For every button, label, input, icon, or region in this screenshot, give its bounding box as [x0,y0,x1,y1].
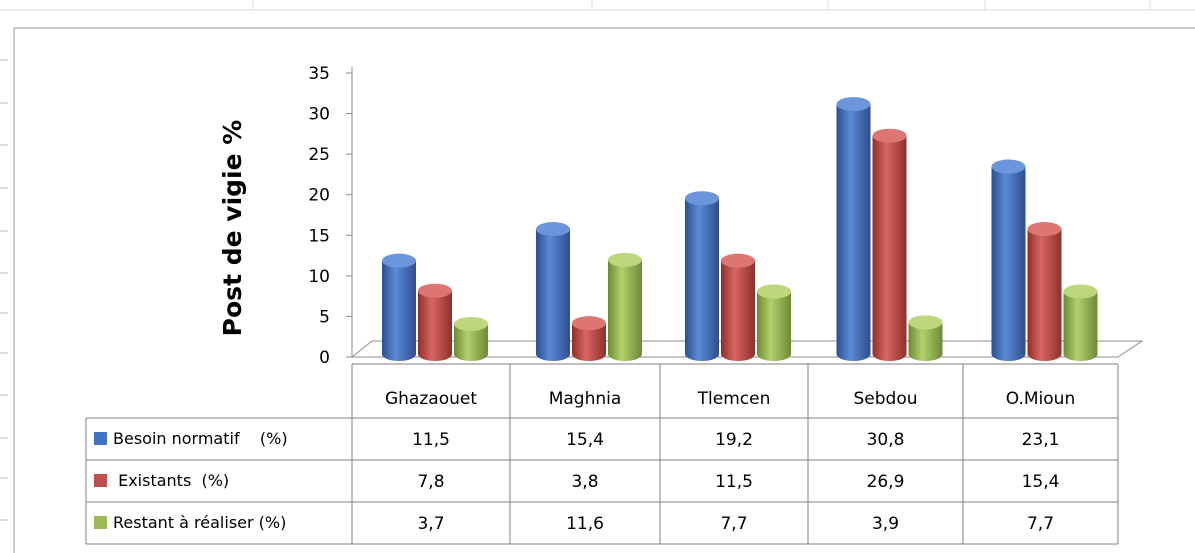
bar-existants-sebdou [872,128,907,361]
y-tick-label: 10 [308,267,330,287]
bar-body [836,104,871,361]
bar-top [572,316,606,331]
bar-body [908,322,943,361]
bar-body [872,135,907,361]
bar-top [908,315,943,330]
bar-existants-tlemcen [721,253,755,361]
bar-existants-maghnia [572,316,606,361]
data-label: 23,1 [1022,430,1060,450]
data-label: 15,4 [566,430,604,450]
y-tick-labels: 0 5 10 15 20 25 30 35 [308,64,352,368]
bar-top [872,128,907,143]
data-label: 11,6 [566,514,604,534]
bar-restant-tlemcen [757,284,791,361]
bar-body [608,259,642,361]
bar-body [536,229,570,361]
sheet-gridlines [0,0,1195,11]
y-tick-label: 15 [308,226,330,246]
data-label: 30,8 [867,430,905,450]
bar-top [382,253,416,268]
bar-body [1063,291,1098,361]
data-label: 11,5 [412,430,450,450]
legend-swatch [94,432,107,445]
bar-top [991,159,1026,174]
y-tick-label: 30 [308,105,330,125]
bar-existants-o.mioun [1027,222,1062,361]
bar-besoin-maghnia [536,222,570,361]
bar-body [757,291,791,361]
data-label: 19,2 [715,430,753,450]
bar-body [721,260,755,361]
bar-top [1027,222,1062,237]
bar-layer [382,97,1098,361]
legend-label: Besoin normatif (%) [113,429,288,448]
bar-restant-o.mioun [1063,284,1098,361]
bar-top [721,253,755,268]
bar-body [382,260,416,361]
data-label: 7,7 [1027,514,1054,534]
category-label: Tlemcen [697,389,771,409]
legend-swatch [94,474,107,487]
bar-body [1027,229,1062,361]
legend-label: Restant à réaliser (%) [113,513,286,532]
y-tick-label: 0 [319,348,330,368]
bar-body [418,290,452,361]
bar-body [991,166,1026,361]
y-tick-label: 5 [319,307,330,327]
data-table: Ghazaouet Maghnia Tlemcen Sebdou O.Mioun Beso… [85,363,1119,545]
data-label: 3,8 [571,472,598,492]
data-label: 3,7 [417,514,444,534]
bar-besoin-ghazaouet [382,253,416,361]
data-label: 11,5 [715,472,753,492]
bar-body [454,323,488,361]
y-tick-label: 35 [308,64,330,84]
legend-swatch [94,516,107,529]
y-tick-label: 25 [308,145,330,165]
category-label: Maghnia [549,389,622,409]
bar-restant-maghnia [608,252,642,361]
bar-restant-sebdou [908,315,943,361]
data-label: 15,4 [1022,472,1060,492]
category-label: Ghazaouet [385,389,477,409]
bar-top [418,283,452,298]
legend-label: Existants (%) [113,471,229,490]
chart-area-border [13,27,1195,553]
bar-restant-ghazaouet [454,316,488,361]
y-axis-title: Post de vigie % [218,120,247,337]
bar-existants-ghazaouet [418,283,452,361]
data-label: 7,8 [417,472,444,492]
y-tick-label: 20 [308,186,330,206]
data-label: 3,9 [872,514,899,534]
bar-body [685,198,719,361]
bar-besoin-tlemcen [685,191,719,361]
data-label: 26,9 [867,472,905,492]
bar-besoin-sebdou [836,97,871,361]
bar-besoin-o.mioun [991,159,1026,361]
sheet-left-ticks [0,59,8,521]
bar-top [1063,284,1098,299]
category-label: Sebdou [853,389,917,409]
bar-top [685,191,719,206]
bar-top [608,252,642,267]
category-label: O.Mioun [1006,389,1075,409]
bar-top [454,316,488,331]
bar-top [757,284,791,299]
data-label: 7,7 [720,514,747,534]
bar-top [536,222,570,237]
bar-body [572,323,606,361]
bar-top [836,97,871,112]
